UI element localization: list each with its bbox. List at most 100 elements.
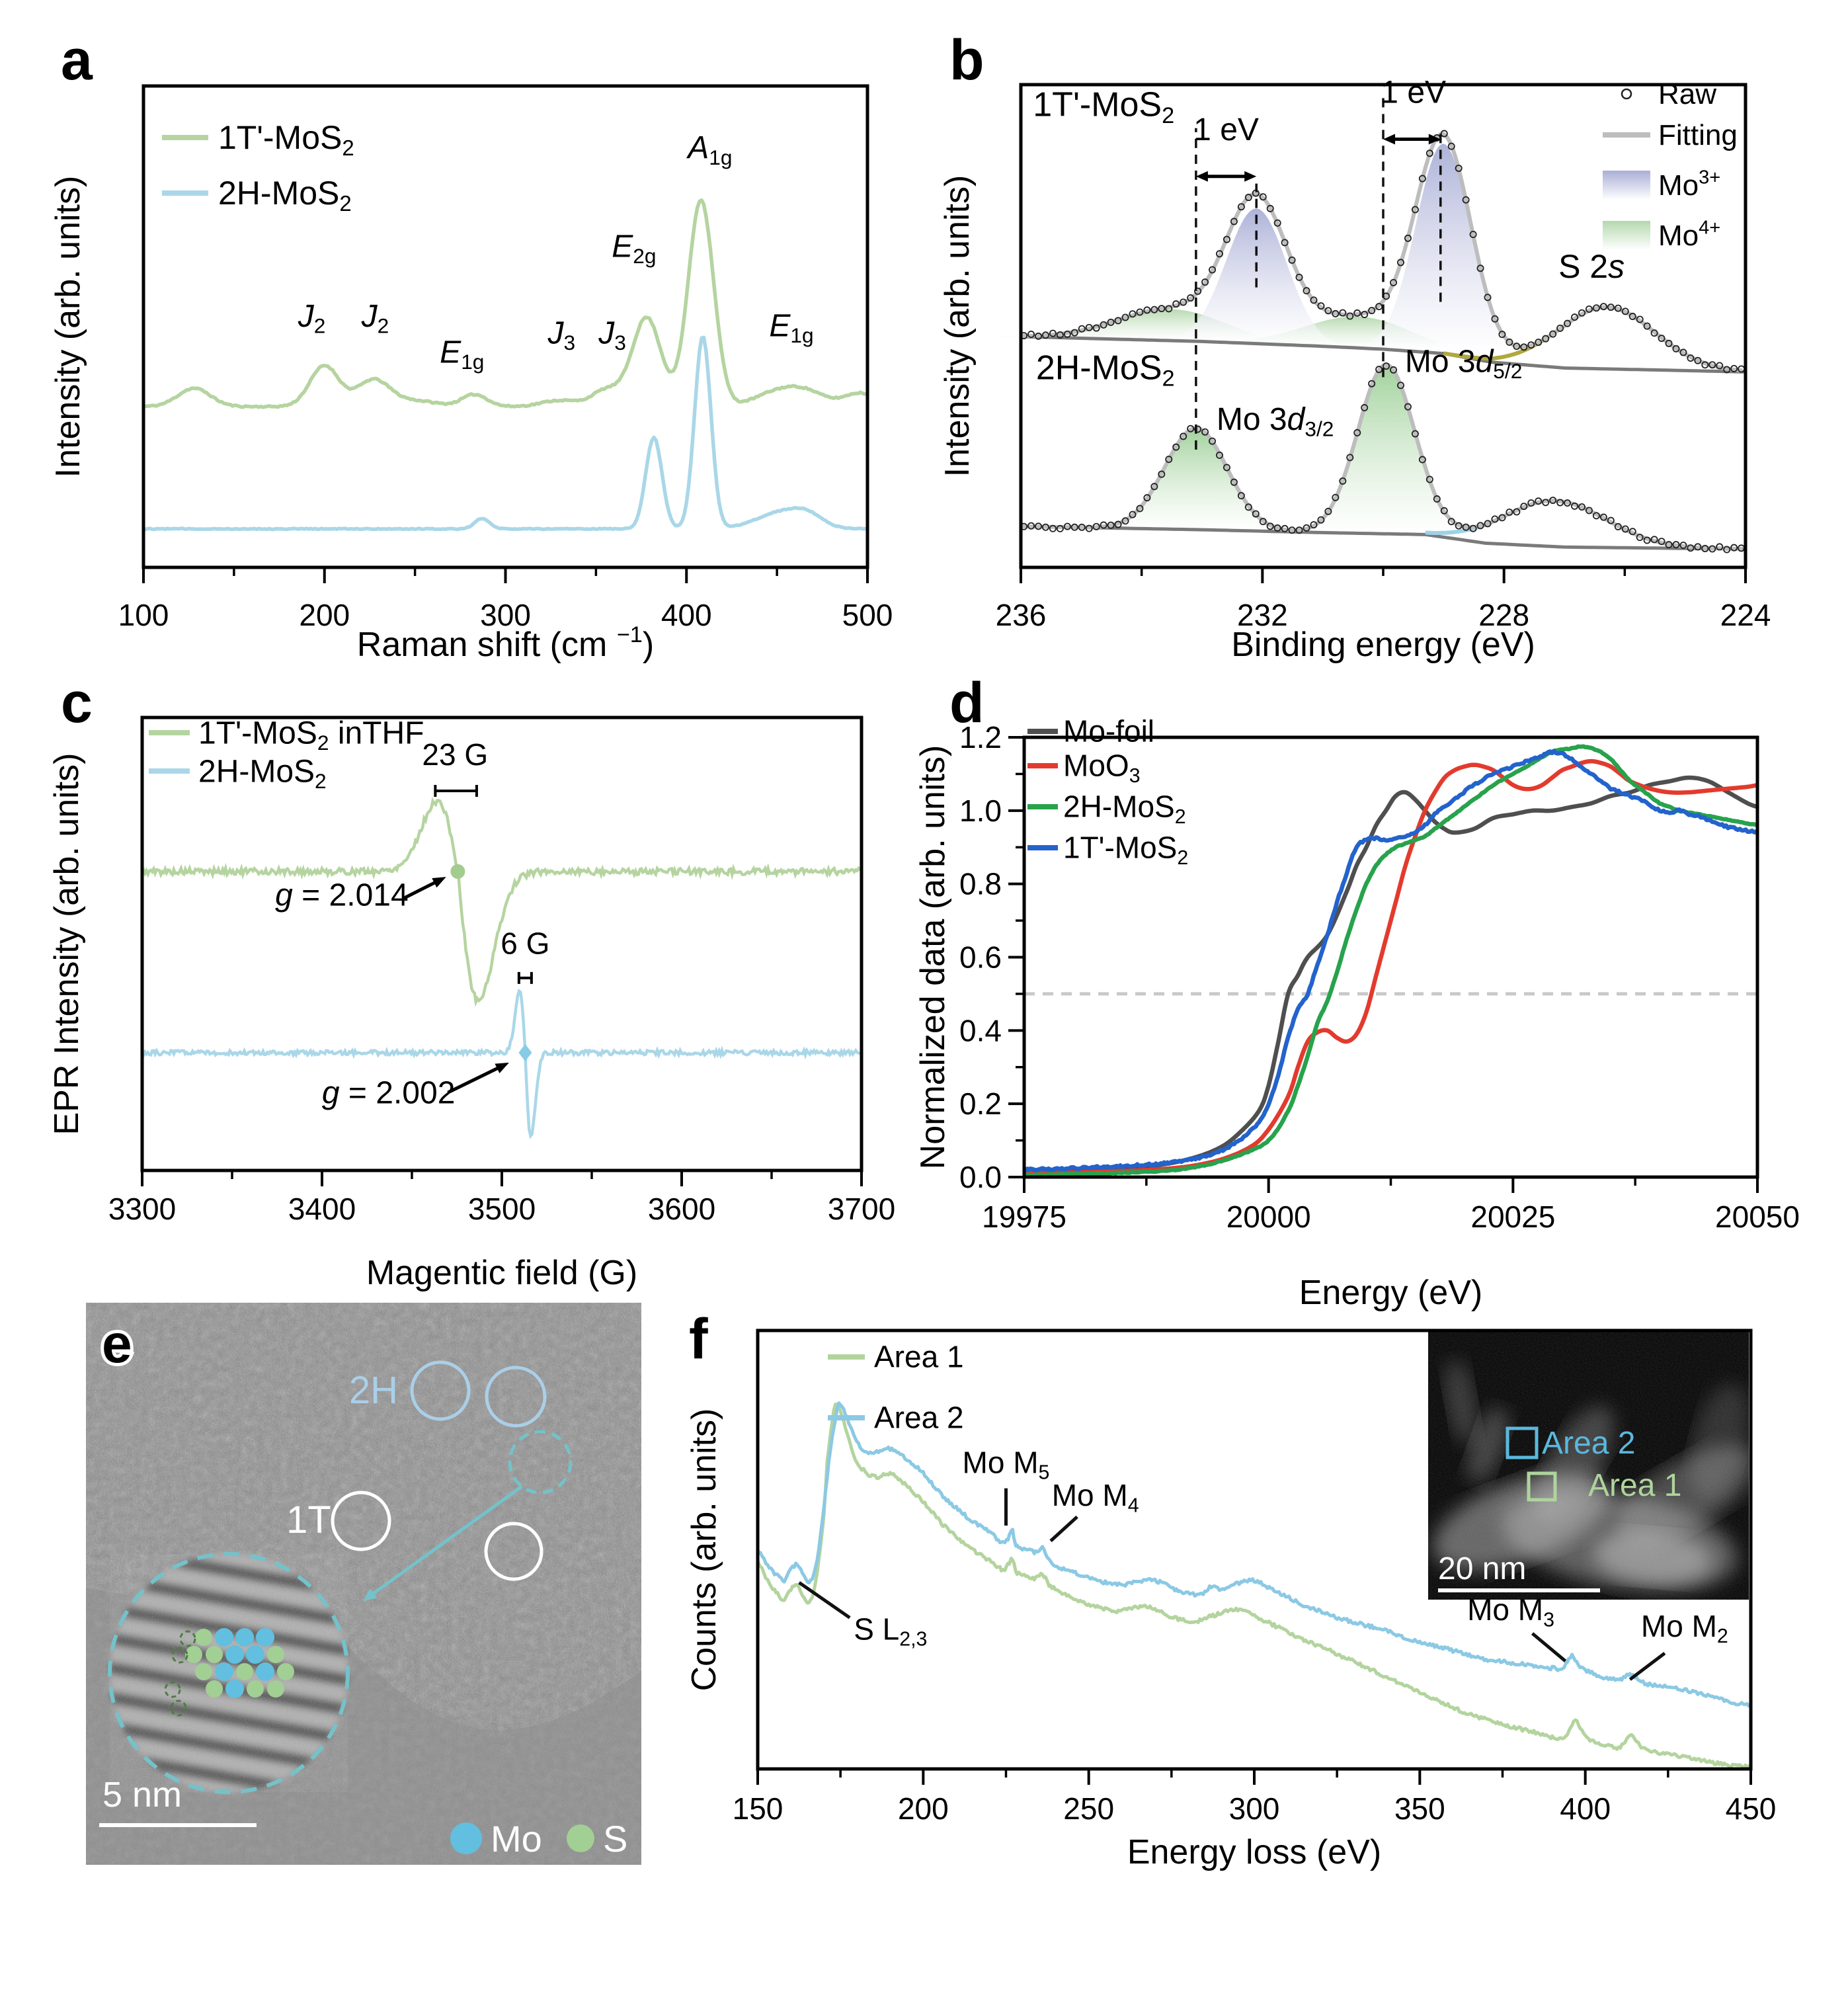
raw-point xyxy=(1049,329,1057,337)
plot-frame xyxy=(141,84,869,569)
raw-point xyxy=(1527,499,1535,507)
raw-point xyxy=(1266,522,1274,530)
raw-point xyxy=(1078,325,1086,333)
raw-point xyxy=(1273,524,1281,532)
svg-text:20000: 20000 xyxy=(1226,1200,1311,1234)
panel-f-label: f xyxy=(689,1307,708,1371)
raw-point xyxy=(1476,522,1484,530)
raw-point xyxy=(1614,304,1622,312)
raw-point xyxy=(1353,309,1361,317)
svg-text:224: 224 xyxy=(1720,598,1771,632)
s-atom xyxy=(195,1629,212,1646)
axes-f: 150 200 250 300 350 400 450 Energy loss (eV) Cou… xyxy=(685,1329,1776,1871)
raw-point xyxy=(1687,354,1695,362)
raw-point xyxy=(1396,382,1404,389)
svg-text:0.6: 0.6 xyxy=(959,940,1002,975)
svg-text:1T'-MoS2: 1T'-MoS2 xyxy=(1063,831,1188,869)
mo-atom xyxy=(225,1680,244,1698)
svg-text:Mo3+: Mo3+ xyxy=(1658,167,1720,202)
raw-point xyxy=(1628,528,1636,536)
raw-point xyxy=(1491,315,1499,323)
svg-text:0.0: 0.0 xyxy=(959,1160,1002,1194)
raw-point xyxy=(1658,335,1666,343)
raw-point xyxy=(1259,518,1267,526)
x-axis-label: Binding energy (eV) xyxy=(1231,626,1535,664)
legend-a: 1T'-MoS2 2H-MoS2 xyxy=(162,119,354,216)
raw-point xyxy=(1194,425,1202,433)
raw-point xyxy=(1375,366,1383,374)
svg-text:232: 232 xyxy=(1237,598,1288,632)
raw-point xyxy=(1310,521,1318,529)
mo-atom xyxy=(256,1662,274,1681)
stem-inset: Area 2 Area 1 20 nm xyxy=(1428,1330,1749,1600)
legend-b: Raw Fitting Mo3+ Mo4+ xyxy=(1603,78,1738,252)
raw-point xyxy=(1295,273,1303,281)
raw-point xyxy=(1636,534,1644,542)
raw-point xyxy=(1368,307,1376,315)
2h-label: 2H xyxy=(349,1369,398,1412)
area1-box xyxy=(1527,1471,1557,1502)
raw-point xyxy=(1310,296,1318,304)
raw-point xyxy=(1180,298,1187,306)
raw-point xyxy=(1433,495,1441,503)
svg-text:500: 500 xyxy=(842,598,893,632)
svg-text:2H-MoS2: 2H-MoS2 xyxy=(218,175,352,216)
peak-label: E2g xyxy=(612,229,656,268)
raw-point xyxy=(1209,266,1217,274)
peak-label: J2 xyxy=(298,299,326,338)
raw-point xyxy=(1339,477,1347,485)
raw-point xyxy=(1150,306,1158,313)
raw-point xyxy=(1346,454,1354,462)
peak-label: J2 xyxy=(361,299,389,338)
axes-b: 236 232 228 224 Binding energy (eV) Intensity… xyxy=(938,83,1771,664)
peak-label: E1g xyxy=(440,335,484,374)
raw-point xyxy=(1592,512,1600,520)
raw-point xyxy=(1056,524,1064,532)
raw-point xyxy=(1158,305,1166,313)
raw-point xyxy=(1672,345,1680,352)
2h-ring xyxy=(485,1366,547,1428)
axes-a: 100 200 300 400 500 Raman shift (cm −1) Intens… xyxy=(49,84,893,664)
mo-legend-dot xyxy=(450,1822,482,1854)
raw-point xyxy=(1361,404,1369,412)
raw-point xyxy=(1701,545,1709,553)
series-1T'-MoS2 xyxy=(143,198,867,409)
svg-text:Area 1: Area 1 xyxy=(874,1340,964,1374)
raw-point xyxy=(1447,142,1455,150)
raw-point xyxy=(1455,522,1463,530)
raw-point xyxy=(1281,524,1289,532)
raw-point xyxy=(1694,356,1702,364)
raw-point xyxy=(1556,499,1564,507)
raw-point xyxy=(1621,525,1629,533)
raw-point xyxy=(1650,536,1658,544)
spectrum-label: 1T'-MoS2 xyxy=(1033,85,1174,128)
1t-ring xyxy=(331,1491,391,1551)
raw-point xyxy=(1346,312,1354,320)
edge-label: Mo M2 xyxy=(1641,1609,1728,1647)
s-atom xyxy=(195,1663,212,1680)
raw-point xyxy=(1332,309,1340,317)
series-2H-MoS2 xyxy=(143,335,867,532)
svg-text:3500: 3500 xyxy=(468,1192,536,1226)
raw-point xyxy=(1404,234,1412,242)
raw-point xyxy=(1730,544,1738,552)
x-axis-label: Magentic field (G) xyxy=(366,1254,637,1292)
raw-point xyxy=(1361,311,1369,319)
raw-point xyxy=(1049,524,1057,532)
raw-point xyxy=(1585,507,1593,514)
raw-point xyxy=(1041,331,1049,339)
svg-text:3300: 3300 xyxy=(108,1192,176,1226)
raw-point xyxy=(1303,524,1310,532)
raw-point xyxy=(1368,380,1376,388)
edge-label: S L2,3 xyxy=(854,1612,927,1650)
raw-point xyxy=(1607,516,1615,524)
raw-point xyxy=(1187,425,1195,432)
svg-text:Raw: Raw xyxy=(1658,78,1716,110)
inset-ring xyxy=(108,1552,350,1794)
s-atom xyxy=(267,1680,284,1698)
panel-c-label: c xyxy=(61,671,93,735)
panel-a-label: a xyxy=(61,28,93,92)
raw-point xyxy=(1564,319,1572,327)
plot-frame xyxy=(140,716,864,1172)
